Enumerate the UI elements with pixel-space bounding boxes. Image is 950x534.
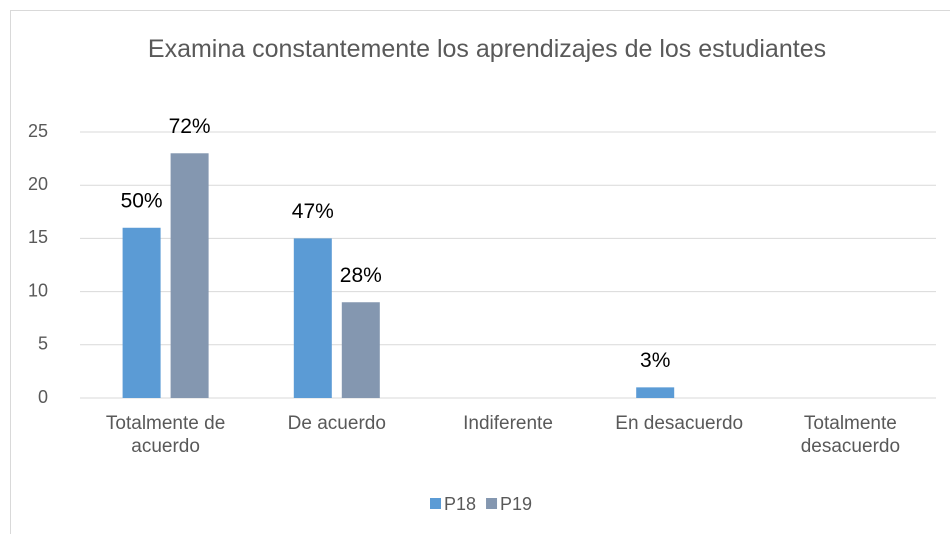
y-tick-label: 0 — [38, 387, 48, 407]
frame — [10, 10, 950, 534]
y-tick-label: 10 — [28, 280, 48, 300]
legend-swatch — [430, 498, 441, 509]
x-tick-label: De acuerdo — [287, 413, 386, 434]
legend-swatch — [486, 498, 498, 509]
legend-label: P19 — [500, 494, 532, 514]
bar — [341, 302, 380, 398]
legend-label: P18 — [444, 494, 476, 514]
x-tick-label: Totalmente de acuerdo — [105, 413, 226, 457]
bar — [170, 153, 209, 398]
x-tick-label: En desacuerdo — [615, 413, 744, 434]
bar — [122, 227, 161, 398]
value-label: 47% — [292, 200, 334, 223]
value-label: 3% — [640, 349, 670, 372]
chart-title: Examina constantemente los aprendizajes … — [147, 35, 827, 63]
value-label: 72% — [169, 115, 211, 138]
value-label: 28% — [340, 264, 382, 287]
y-tick-label: 5 — [38, 334, 48, 354]
y-tick-label: 25 — [28, 121, 48, 141]
bar — [293, 238, 332, 398]
x-tick-label: Indiferente — [463, 413, 553, 434]
x-tick-label: Totalmente desacuerdo — [800, 413, 901, 457]
bar — [636, 387, 675, 398]
y-tick-label: 20 — [28, 174, 48, 194]
value-label: 50% — [121, 189, 163, 212]
y-tick-label: 15 — [28, 227, 48, 247]
